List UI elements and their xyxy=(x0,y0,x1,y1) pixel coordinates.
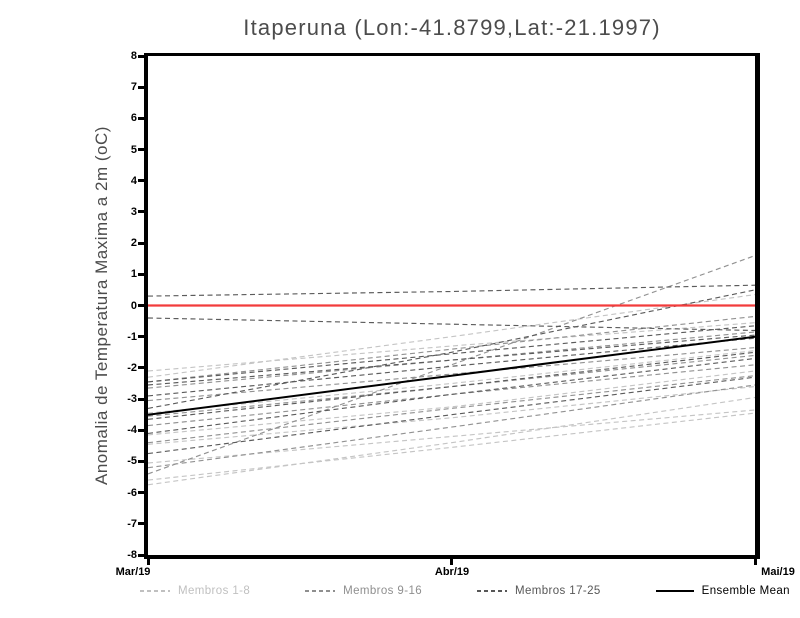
y-tick xyxy=(138,335,144,339)
y-tick-label: -2 xyxy=(127,361,137,374)
member-line-18 xyxy=(148,317,755,332)
y-tick xyxy=(138,148,144,152)
member-line-6 xyxy=(148,412,755,481)
legend-swatch-0 xyxy=(140,590,170,592)
y-tick-label: -3 xyxy=(127,393,137,406)
ensemble-mean-line xyxy=(148,335,755,416)
plot-svg xyxy=(148,255,755,486)
member-line-7 xyxy=(148,396,755,486)
plot-area: 8 7 6 5 4 3 2 1 0 -1 -2 -3 -4 -5 -6 -7 -8 xyxy=(127,50,760,565)
y-tick-label: 7 xyxy=(130,81,137,94)
y-tick xyxy=(138,366,144,370)
y-tick-label: -6 xyxy=(127,486,137,499)
x-tick-label-mar: Mar/19 xyxy=(115,566,151,578)
member-line-5 xyxy=(148,409,755,464)
y-tick-label: 8 xyxy=(130,50,137,62)
legend: Membros 1-8 Membros 9-16 Membros 17-25 E… xyxy=(140,584,790,598)
legend-item-membros-1-8: Membros 1-8 xyxy=(140,584,250,598)
y-tick-label: 5 xyxy=(130,143,137,156)
y-tick xyxy=(138,304,144,307)
member-line-15 xyxy=(148,384,755,469)
y-tick xyxy=(138,210,144,214)
member-line-13 xyxy=(148,364,755,427)
x-tick-label-mai: Mai/19 xyxy=(761,566,795,578)
legend-label-0: Membros 1-8 xyxy=(178,585,251,597)
y-tick xyxy=(138,272,144,276)
y-tick-label: -8 xyxy=(127,549,137,561)
member-line-22 xyxy=(148,289,755,409)
y-tick-label: -7 xyxy=(127,517,137,530)
x-tick xyxy=(146,559,150,565)
legend-item-ensemble-mean: Ensemble Mean xyxy=(655,584,790,598)
y-tick xyxy=(138,459,144,463)
y-tick xyxy=(138,54,144,58)
y-tick-label: 6 xyxy=(130,112,137,125)
member-line-1 xyxy=(148,322,755,372)
legend-item-membros-9-16: Membros 9-16 xyxy=(305,584,422,598)
chart-title: Itaperuna (Lon:-41.8799,Lat:-21.1997) xyxy=(243,15,661,40)
y-tick-label: 0 xyxy=(130,299,137,312)
member-line-21 xyxy=(148,337,755,397)
y-tick xyxy=(138,241,144,245)
y-tick xyxy=(138,491,144,495)
legend-label-1: Membros 9-16 xyxy=(343,585,423,597)
legend-label-3: Ensemble Mean xyxy=(701,585,790,597)
y-tick xyxy=(138,553,144,557)
legend-swatch-3 xyxy=(655,590,694,592)
y-tick xyxy=(138,116,144,120)
member-line-25 xyxy=(148,357,755,434)
y-tick-label: 4 xyxy=(130,174,137,187)
x-tick xyxy=(753,559,757,565)
member-line-4 xyxy=(148,386,755,445)
y-tick xyxy=(138,522,144,526)
y-tick-label: 3 xyxy=(130,205,137,218)
y-tick xyxy=(138,179,144,183)
x-tick-label-abr: Abr/19 xyxy=(434,566,470,578)
legend-label-2: Membros 17-25 xyxy=(514,585,601,597)
member-line-2 xyxy=(148,294,755,378)
member-line-14 xyxy=(148,375,755,444)
y-tick-label: -1 xyxy=(127,330,137,343)
y-tick xyxy=(138,397,144,401)
y-tick xyxy=(138,428,144,432)
x-tick xyxy=(450,559,453,565)
y-tick-label: 2 xyxy=(130,237,137,250)
y-tick xyxy=(138,85,144,89)
y-axis-label: Anomalia de Temperatura Maxima a 2m (oC) xyxy=(92,126,111,486)
legend-swatch-1 xyxy=(305,590,336,592)
y-tick-label: -5 xyxy=(127,455,137,468)
legend-item-membros-17-25: Membros 17-25 xyxy=(476,584,601,598)
member-line-17 xyxy=(148,284,755,297)
legend-swatch-2 xyxy=(476,590,507,592)
y-tick-label: 1 xyxy=(130,268,137,281)
member-line-9 xyxy=(148,255,755,475)
y-tick-label: -4 xyxy=(127,424,137,437)
